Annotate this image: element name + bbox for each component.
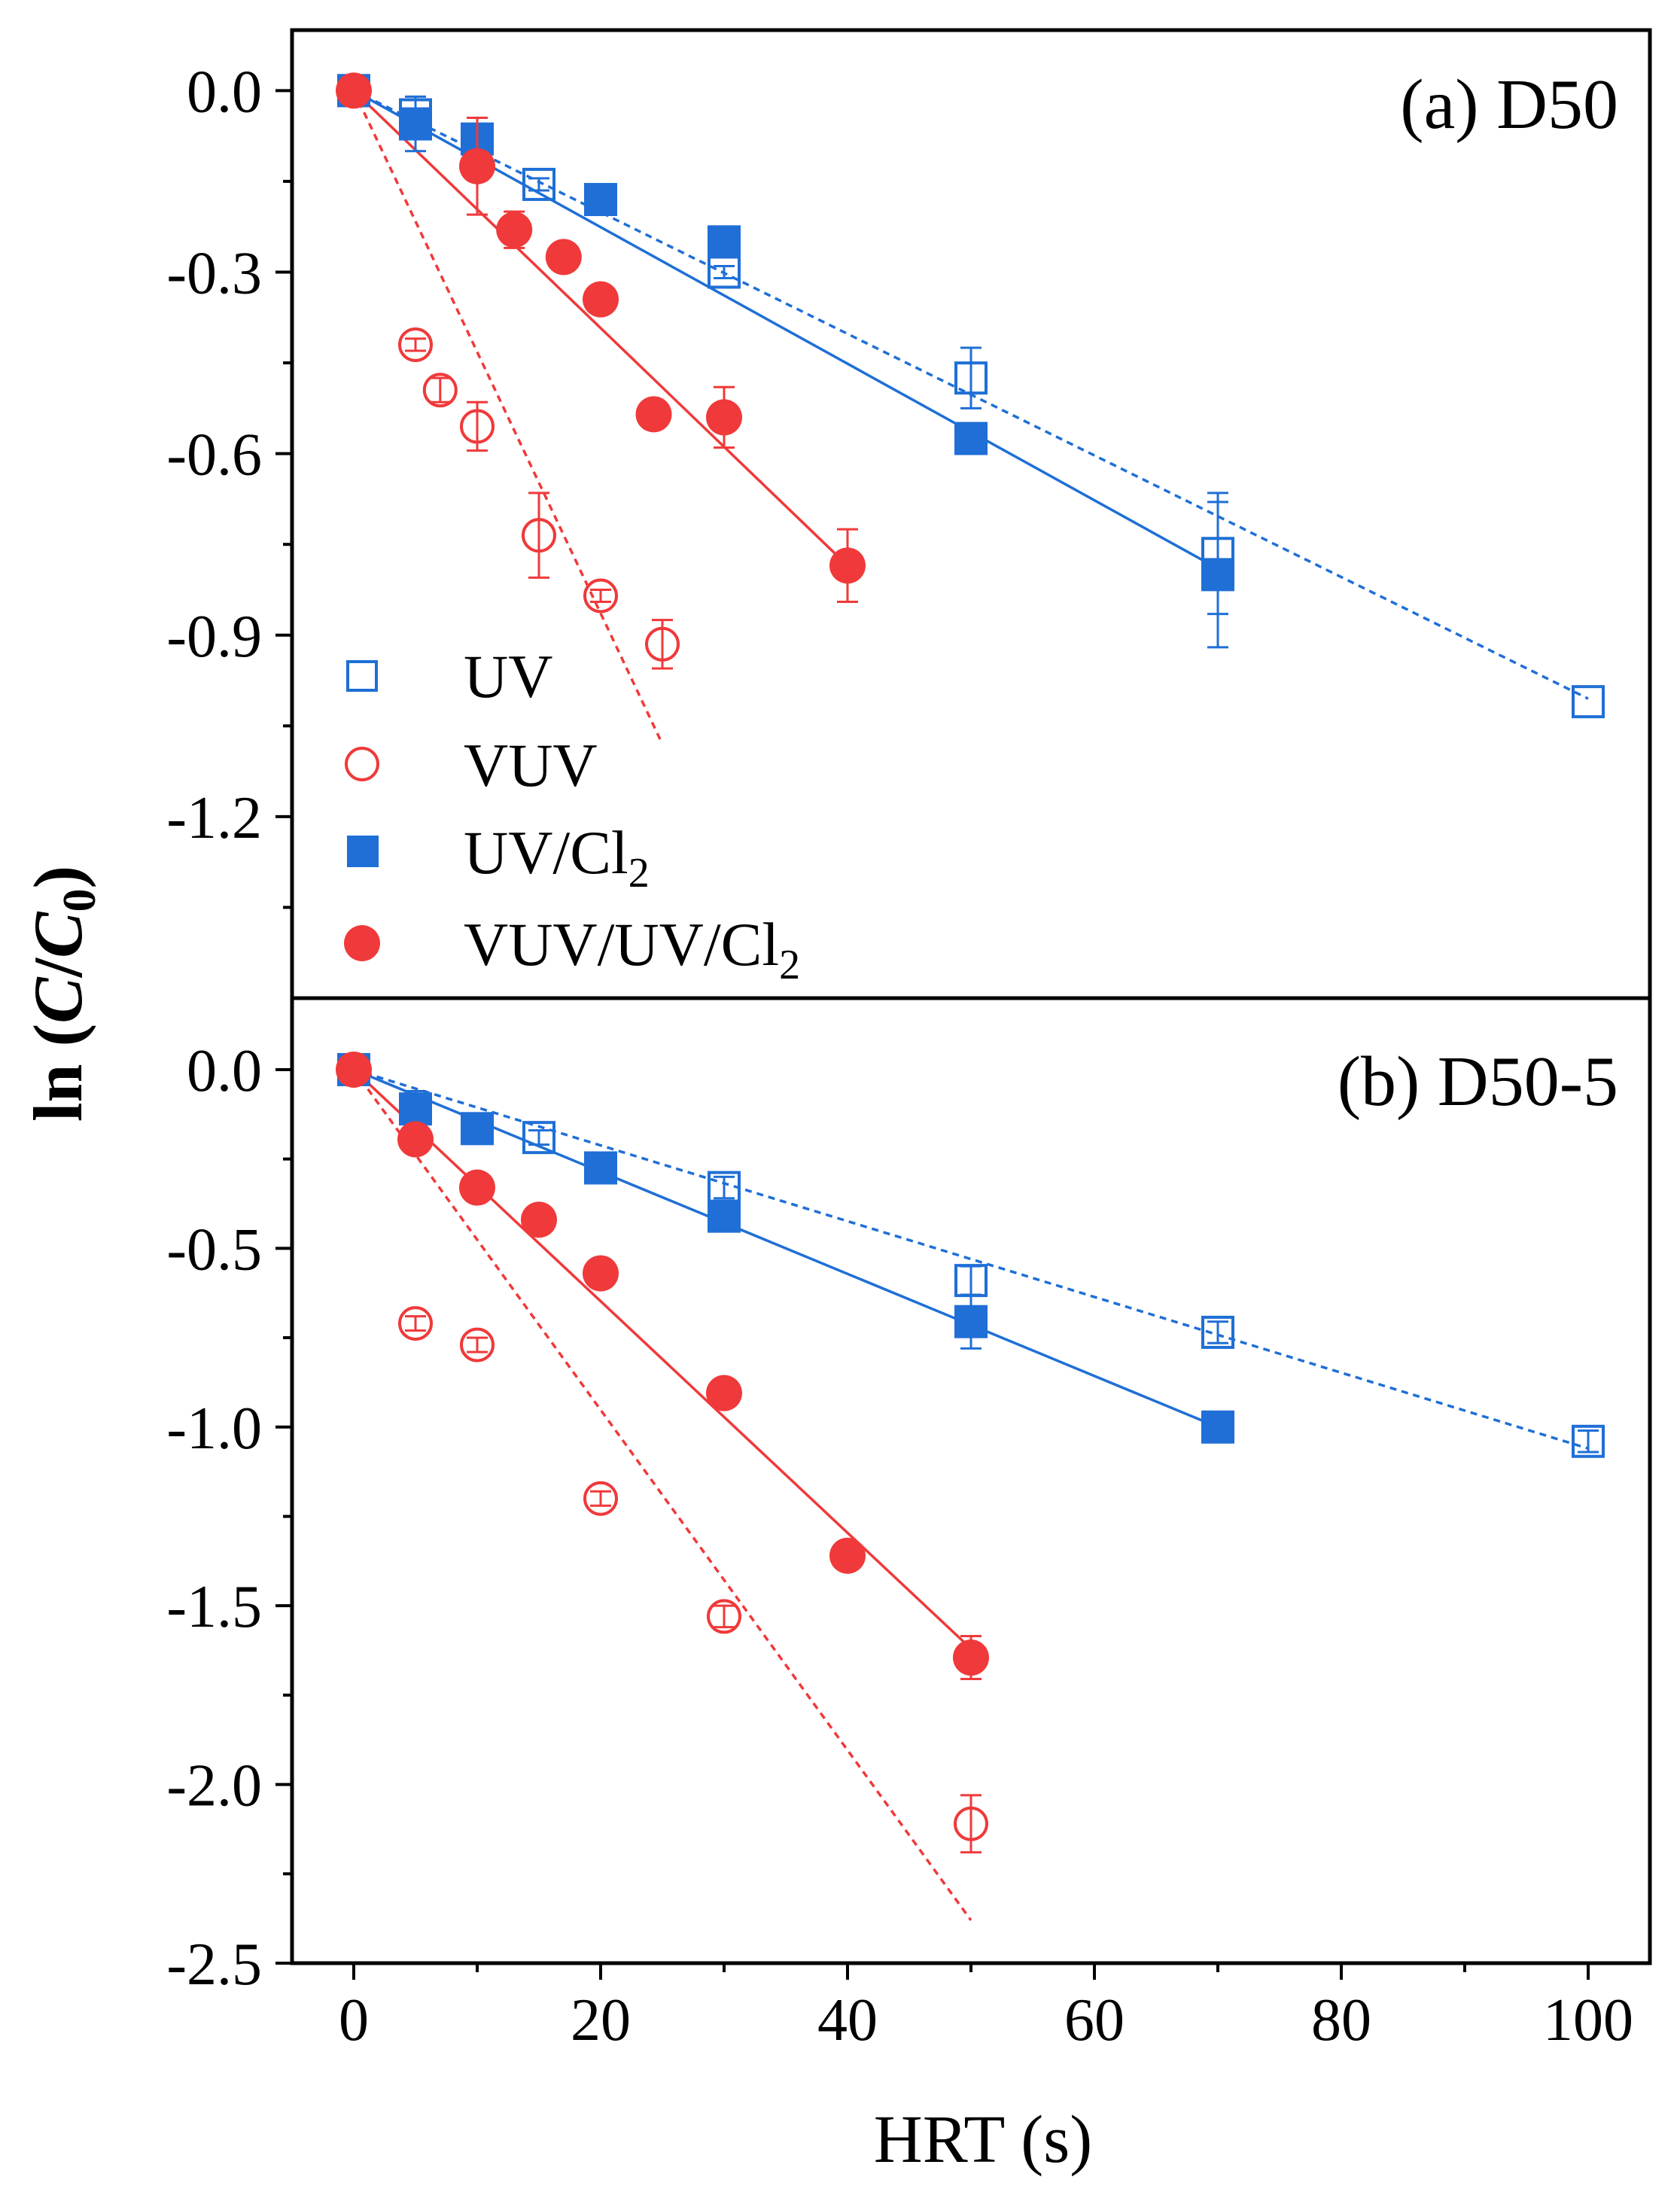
panel-b-point-vuv-uv-cl2 bbox=[336, 1051, 372, 1088]
legend-marker-vuv bbox=[345, 747, 379, 781]
panel-a-point-uv-cl2 bbox=[954, 422, 988, 455]
panel-b-xtick-label: 80 bbox=[1311, 1987, 1371, 2053]
panel-a-fit-line bbox=[352, 90, 849, 567]
panel-a-point-vuv bbox=[422, 373, 458, 408]
panel-b-xtick-label: 100 bbox=[1543, 1987, 1633, 2053]
panel-a-point-vuv bbox=[583, 578, 618, 613]
panel-b-point-uv-cl2 bbox=[708, 1199, 741, 1233]
panel-a-point-uv bbox=[1572, 685, 1605, 719]
panel-b-point-vuv-uv-cl2 bbox=[706, 1375, 742, 1411]
panel-b-point-uv bbox=[1572, 1424, 1605, 1458]
legend-marker-vuv-uv-cl2 bbox=[344, 925, 380, 961]
panel-a-point-uv bbox=[522, 167, 555, 201]
legend-label-uv: UV bbox=[464, 642, 552, 711]
panel-a-point-vuv-uv-cl2 bbox=[583, 281, 619, 318]
panel-a-point-uv-cl2 bbox=[708, 225, 741, 259]
panel-b-point-vuv-uv-cl2 bbox=[953, 1639, 989, 1676]
panel-a-point-uv bbox=[954, 361, 988, 395]
legend: UV VUV UV/Cl2 VUV/UV/Cl2 bbox=[344, 642, 800, 988]
legend-label-vuv: VUV bbox=[464, 731, 598, 799]
panel-a-ytick-label: -0.9 bbox=[166, 604, 262, 670]
panel-a-plot: 0.0 -0.3 -0.6 -0.9 -1.2 bbox=[166, 28, 1652, 1000]
panel-b-point-vuv-uv-cl2 bbox=[583, 1255, 619, 1292]
panel-a-ytick-label: -1.2 bbox=[166, 785, 262, 851]
panel-b-ytick-label: -2.5 bbox=[166, 1932, 262, 1998]
panel-b-point-uv-cl2 bbox=[1201, 1410, 1234, 1444]
panel-a-point-vuv-uv-cl2 bbox=[496, 212, 533, 248]
legend-marker-uv bbox=[346, 660, 378, 692]
panel-b-point-uv-cl2 bbox=[461, 1112, 494, 1146]
panel-a-point-vuv-uv-cl2 bbox=[635, 396, 672, 433]
legend-label-uv-cl2: UV/Cl2 bbox=[464, 818, 650, 897]
panel-a-point-vuv-uv-cl2 bbox=[829, 547, 866, 584]
panel-b-point-vuv-uv-cl2 bbox=[829, 1537, 866, 1574]
y-axis-label: ln (C/C0) bbox=[20, 866, 105, 1122]
panel-b-xtick-label: 20 bbox=[571, 1987, 631, 2053]
panel-b-fit-line bbox=[353, 1068, 1219, 1429]
panel-a-point-vuv-uv-cl2 bbox=[459, 148, 495, 184]
panel-a-ytick-label: -0.3 bbox=[166, 241, 262, 307]
panel-b-point-uv-cl2 bbox=[954, 1305, 988, 1338]
x-axis-label: HRT (s) bbox=[874, 2102, 1092, 2177]
panel-a-ytick-label: 0.0 bbox=[187, 59, 262, 125]
panel-a-point-vuv bbox=[645, 626, 680, 662]
panel-b-point-vuv-uv-cl2 bbox=[459, 1169, 495, 1206]
panel-a-point-vuv bbox=[522, 518, 556, 553]
panel-b-point-vuv bbox=[583, 1481, 618, 1516]
panel-b-point-vuv bbox=[707, 1599, 741, 1634]
panel-b-ytick-label: 0.0 bbox=[187, 1038, 262, 1104]
legend-marker-uv-cl2 bbox=[347, 836, 379, 867]
panel-b-point-vuv bbox=[954, 1806, 988, 1841]
panel-b-fit-line bbox=[353, 1068, 1589, 1450]
panel-a-point-uv-cl2 bbox=[584, 183, 617, 217]
panel-a-point-vuv bbox=[398, 327, 433, 362]
panel-a-point-uv-cl2 bbox=[1201, 558, 1234, 592]
panel-b-ytick-label: -1.0 bbox=[166, 1396, 262, 1462]
panel-b-fit-line bbox=[352, 1068, 972, 1650]
legend-label-vuv-uv-cl2: VUV/UV/Cl2 bbox=[464, 910, 800, 988]
panel-b-point-uv bbox=[522, 1121, 555, 1155]
panel-b-xtick-label: 0 bbox=[339, 1987, 369, 2053]
panel-a-fit-line bbox=[352, 90, 664, 745]
panel-b-point-vuv-uv-cl2 bbox=[521, 1201, 557, 1238]
panel-b-ytick-label: -0.5 bbox=[166, 1216, 262, 1283]
panel-a-point-vuv bbox=[460, 409, 495, 444]
panel-b-xtick-label: 40 bbox=[817, 1987, 878, 2053]
panel-a-point-uv-cl2 bbox=[399, 107, 432, 141]
panel-b-point-vuv bbox=[398, 1306, 433, 1341]
panel-b-ytick-label: -1.5 bbox=[166, 1574, 262, 1640]
panel-b-title: (b) D50-5 bbox=[1338, 1043, 1618, 1121]
panel-b-point-uv-cl2 bbox=[584, 1151, 617, 1185]
panel-b-point-uv bbox=[1201, 1315, 1234, 1349]
panel-b-point-vuv-uv-cl2 bbox=[397, 1121, 434, 1158]
panel-a-point-vuv-uv-cl2 bbox=[545, 239, 582, 276]
panel-b-fit-line bbox=[352, 1068, 972, 1922]
panel-b-xtick-label: 60 bbox=[1064, 1987, 1125, 2053]
panel-b-point-vuv bbox=[460, 1327, 495, 1362]
panel-a-title: (a) D50 bbox=[1400, 65, 1618, 144]
panel-a-ytick-label: -0.6 bbox=[166, 422, 262, 489]
panel-b-plot: 0.0 -0.5 -1.0 -1.5 -2.0 -2.5 0 20 40 60 80 100 bbox=[166, 996, 1652, 2053]
panel-b-ytick-label: -2.0 bbox=[166, 1753, 262, 1819]
panel-b-point-uv-cl2 bbox=[399, 1092, 432, 1126]
panel-a-point-vuv-uv-cl2 bbox=[706, 399, 742, 436]
panel-a-fit-line bbox=[353, 89, 1219, 570]
panel-a-point-vuv-uv-cl2 bbox=[336, 72, 372, 109]
